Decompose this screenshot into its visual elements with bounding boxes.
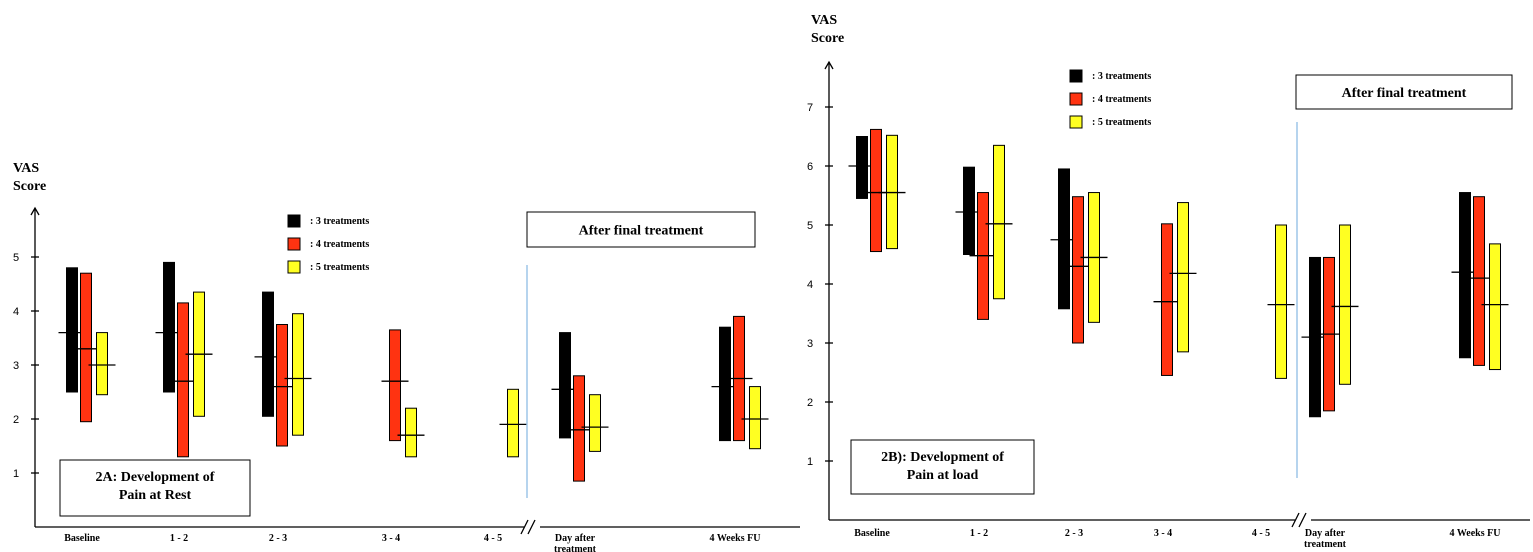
y-tick-label: 7	[807, 102, 813, 114]
y-tick-label: 5	[807, 220, 813, 232]
y-tick-label: 2	[807, 397, 813, 409]
y-tick-label: 5	[13, 252, 19, 264]
x-tick-label: treatment	[554, 544, 597, 552]
range-bar	[1489, 243, 1501, 371]
x-tick-label: 1 - 2	[970, 528, 988, 539]
range-bar	[589, 394, 601, 452]
panel-label-text: 2B): Development of	[881, 450, 1004, 465]
range-bar	[276, 324, 288, 447]
chart-panel-2b: 1 2 3 4 5 6 7 VAS Score Baseline 1 - 2 2 - 3 3 - 4 4 …	[807, 13, 1530, 550]
y-tick-label: 6	[807, 161, 813, 173]
y-axis-label: VAS	[811, 13, 837, 28]
range-bar	[163, 261, 175, 393]
axis-break-mark	[1291, 512, 1307, 528]
x-tick-label: 4 Weeks FU	[1450, 528, 1501, 539]
annotation-text: After final treatment	[579, 224, 704, 239]
x-tick-label: 4 - 5	[484, 533, 502, 544]
panel-label-box	[850, 439, 1035, 495]
annotation-box	[526, 211, 756, 248]
legend-swatch	[287, 237, 301, 251]
legend-swatch	[1069, 115, 1083, 129]
legend-label: : 3 treatments	[310, 216, 369, 227]
x-tick-label: 4 - 5	[1252, 528, 1270, 539]
range-bar	[993, 144, 1005, 300]
x-tick-label: 1 - 2	[170, 533, 188, 544]
y-axis-arrow	[824, 60, 834, 70]
range-bar	[719, 326, 731, 442]
range-bar	[389, 329, 401, 442]
x-tick-label: Day after	[555, 533, 596, 544]
annotation-box	[1295, 74, 1513, 110]
range-bar	[1058, 168, 1070, 310]
range-bar	[963, 166, 975, 255]
legend-label: : 4 treatments	[1092, 94, 1151, 105]
range-bar	[405, 407, 417, 458]
x-tick-label: 4 Weeks FU	[710, 533, 761, 544]
y-tick-label: 1	[13, 468, 19, 480]
y-tick-label: 3	[13, 360, 19, 372]
legend-swatch	[287, 214, 301, 228]
x-tick-label: Day after	[1305, 528, 1346, 539]
x-tick-label: 2 - 3	[269, 533, 287, 544]
panel-label-text: Pain at Rest	[119, 488, 192, 503]
range-bar	[573, 375, 585, 482]
x-tick-label: 3 - 4	[382, 533, 400, 544]
panel-label-text: 2A: Development of	[96, 470, 215, 485]
x-tick-label: Baseline	[64, 533, 100, 544]
range-bar	[292, 313, 304, 436]
x-tick-label: 3 - 4	[1154, 528, 1172, 539]
range-bar	[1473, 196, 1485, 366]
range-bar	[507, 388, 519, 458]
range-bar	[80, 272, 92, 423]
chart-panel-2a: 1 2 3 4 5 VAS Score Baseline 1 - 2 2 - 3 3 - 4 4 - …	[13, 161, 800, 552]
legend-swatch	[1069, 92, 1083, 106]
annotation-text: After final treatment	[1342, 86, 1467, 101]
range-bar	[749, 386, 761, 450]
range-bar	[177, 302, 189, 458]
range-bar	[66, 267, 78, 393]
range-bar	[96, 332, 108, 396]
range-bar	[1161, 223, 1173, 376]
range-bar	[1459, 192, 1471, 359]
panel-label-text: Pain at load	[907, 468, 979, 483]
range-bar	[1177, 202, 1189, 353]
y-tick-label: 2	[13, 414, 19, 426]
legend-label: : 3 treatments	[1092, 71, 1151, 82]
panel-label-box	[59, 459, 251, 517]
range-bar	[1072, 196, 1084, 344]
x-tick-label: 2 - 3	[1065, 528, 1083, 539]
y-axis-label: VAS	[13, 161, 39, 176]
range-bar	[559, 332, 571, 439]
axis-break-mark	[520, 519, 536, 535]
y-axis-label: Score	[811, 31, 844, 46]
x-tick-label: treatment	[1304, 539, 1347, 550]
y-axis-arrow	[30, 206, 40, 216]
y-tick-label: 4	[807, 279, 813, 291]
legend-label: : 4 treatments	[310, 239, 369, 250]
x-tick-label: Baseline	[854, 528, 890, 539]
y-tick-label: 1	[807, 456, 813, 468]
y-tick-label: 4	[13, 306, 19, 318]
legend-label: : 5 treatments	[310, 262, 369, 273]
y-tick-label: 3	[807, 338, 813, 350]
range-bar	[262, 291, 274, 417]
legend-swatch	[287, 260, 301, 274]
legend-label: : 5 treatments	[1092, 117, 1151, 128]
range-bar	[870, 128, 882, 253]
legend-swatch	[1069, 69, 1083, 83]
range-bar	[1339, 224, 1351, 385]
y-axis-label: Score	[13, 179, 46, 194]
range-bar	[1275, 224, 1287, 379]
range-bar	[856, 136, 868, 199]
